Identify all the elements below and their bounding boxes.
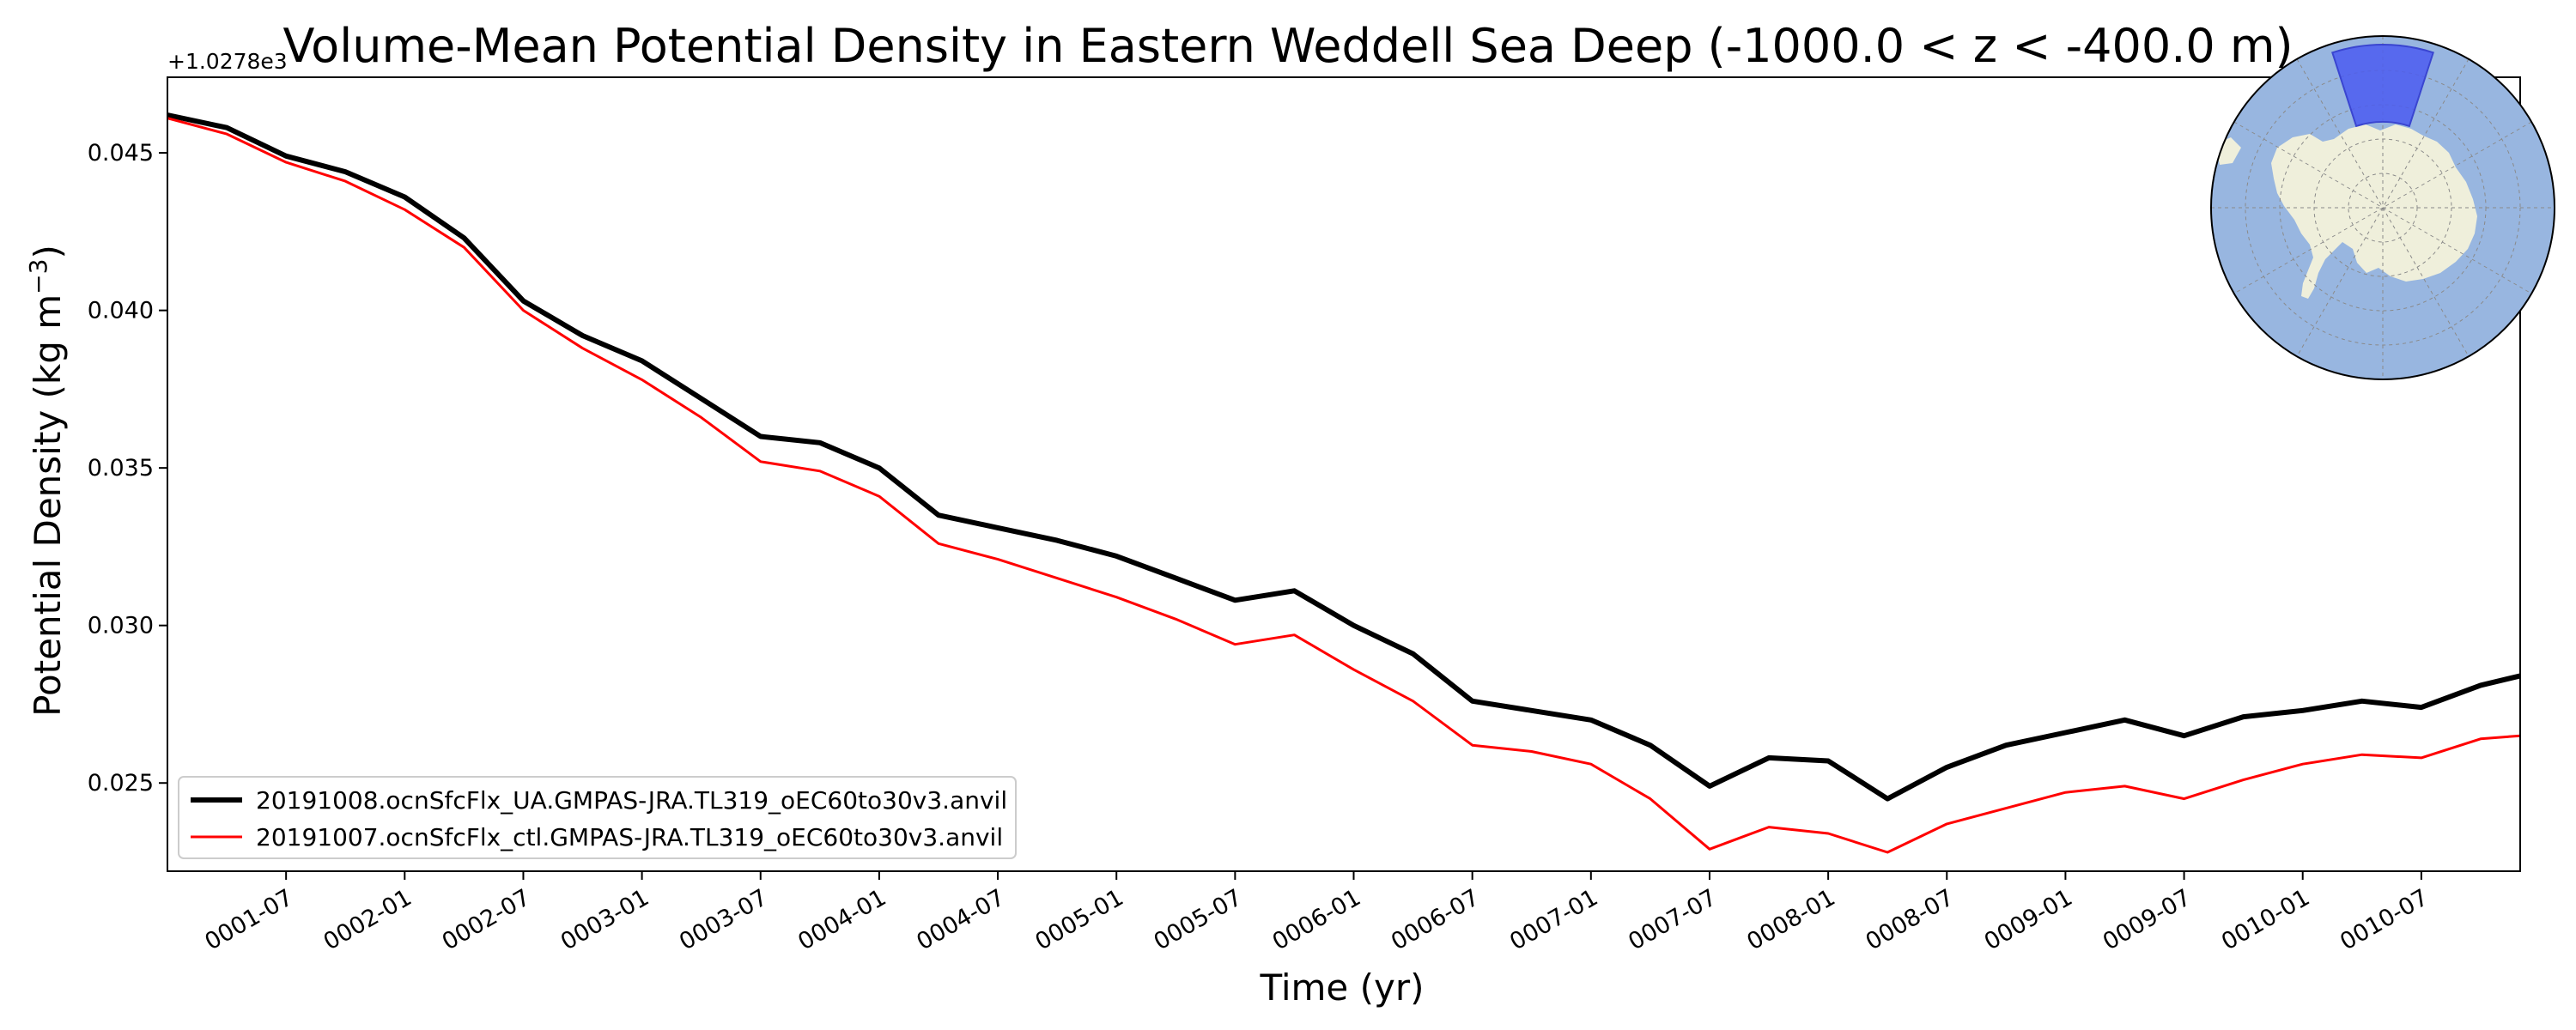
- x-tick-label: 0004-01: [793, 884, 890, 955]
- y-axis-label: Potential Density (kg m−3): [24, 245, 70, 717]
- y-tick-label: 0.035: [88, 455, 154, 482]
- inset-map: [2210, 35, 2555, 380]
- y-axis-label-unit: −3: [24, 259, 52, 294]
- x-tick-label: 0008-01: [1742, 884, 1839, 955]
- x-tick-label: 0002-07: [438, 884, 535, 955]
- legend-box: [178, 776, 1017, 859]
- y-tick-label: 0.045: [88, 140, 154, 167]
- y-axis-label-close: ): [27, 245, 69, 258]
- y-offset-text: +1.0278e3: [167, 49, 288, 74]
- x-tick-label: 0004-07: [912, 884, 1009, 955]
- x-tick-label: 0001-07: [200, 884, 297, 955]
- x-tick-label: 0008-07: [1862, 884, 1959, 955]
- region-highlight: [2331, 44, 2434, 128]
- x-tick-label: 0007-01: [1505, 884, 1602, 955]
- series-line-1: [167, 112, 2521, 802]
- x-tick-label: 0006-01: [1268, 884, 1365, 955]
- legend-label-2: 20191007.ocnSfcFlx_ctl.GMPAS-JRA.TL319_o…: [256, 823, 1003, 851]
- plot-frame: [167, 76, 2521, 872]
- meridian-line: [2233, 121, 2532, 294]
- x-tick-label: 0010-07: [2336, 884, 2433, 955]
- map-border: [2210, 35, 2555, 380]
- legend-label-1: 20191008.ocnSfcFlx_UA.GMPAS-JRA.TL319_oE…: [256, 786, 1007, 815]
- legend: 20191008.ocnSfcFlx_UA.GMPAS-JRA.TL319_oE…: [178, 776, 1017, 859]
- x-tick-label: 0006-07: [1387, 884, 1484, 955]
- y-tick-label: 0.025: [88, 770, 154, 797]
- y-tick-label: 0.030: [88, 613, 154, 639]
- y-tick-label: 0.040: [88, 298, 154, 324]
- map-body: [2211, 36, 2555, 379]
- x-tick-label: 0009-07: [2099, 884, 2196, 955]
- chart-title: Volume-Mean Potential Density in Eastern…: [283, 19, 2293, 73]
- antarctica-landmass: [2271, 124, 2477, 299]
- y-axis-label-text: Potential Density (kg m: [27, 294, 69, 717]
- x-axis-label: Time (yr): [1259, 966, 1424, 1009]
- x-tick-label: 0002-01: [319, 884, 416, 955]
- x-tick-label: 0003-01: [556, 884, 653, 955]
- x-tick-label: 0005-07: [1150, 884, 1247, 955]
- x-tick-label: 0003-07: [675, 884, 772, 955]
- x-tick-label: 0010-01: [2217, 884, 2314, 955]
- x-tick-label: 0007-07: [1624, 884, 1721, 955]
- x-tick-label: 0009-01: [1980, 884, 2077, 955]
- x-tick-label: 0005-01: [1031, 884, 1128, 955]
- series-line-2: [167, 117, 2521, 854]
